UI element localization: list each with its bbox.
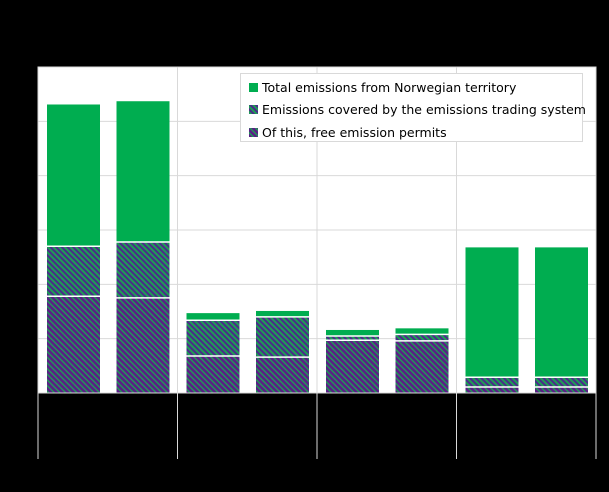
x-axis: [37, 392, 597, 459]
bar-free: [535, 387, 588, 393]
legend-label: Of this, free emission permits: [262, 124, 447, 140]
bars: [47, 101, 588, 394]
legend-item-free: Of this, free emission permits: [249, 121, 582, 144]
bar-free: [47, 296, 100, 393]
legend-label: Total emissions from Norwegian territory: [262, 79, 517, 95]
legend-item-ets: Emissions covered by the emissions tradi…: [249, 99, 586, 122]
bar-total: [465, 247, 519, 393]
bar-free: [465, 387, 519, 393]
bar-free: [326, 340, 379, 393]
bar-free: [186, 356, 240, 393]
bar-free: [116, 297, 170, 393]
legend: Total emissions from Norwegian territory…: [240, 73, 586, 144]
legend-label: Emissions covered by the emissions tradi…: [262, 102, 586, 118]
bar-total: [535, 247, 588, 393]
legend-item-total: Total emissions from Norwegian territory: [249, 76, 582, 99]
free-swatch-icon: [249, 127, 258, 137]
ets-swatch-icon: [249, 105, 258, 115]
total-swatch-icon: [249, 82, 258, 92]
bar-free: [256, 357, 309, 393]
bar-free: [395, 340, 449, 393]
